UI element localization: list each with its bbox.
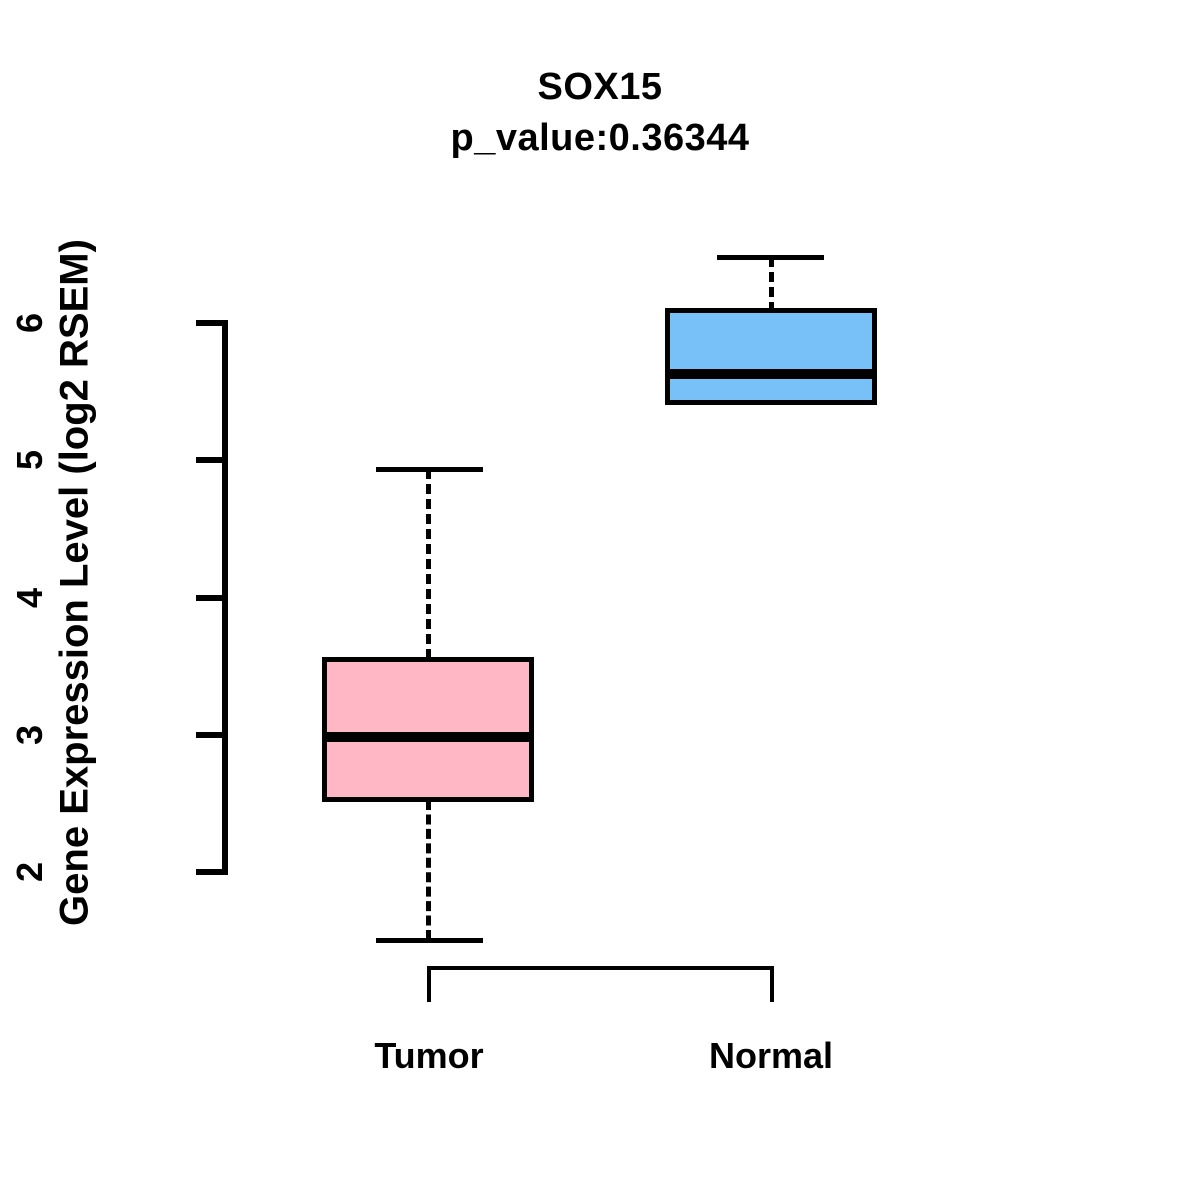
y-axis-tick-5	[196, 457, 228, 463]
y-axis-tick-6	[196, 320, 228, 326]
tumor-median-line	[322, 732, 534, 742]
x-axis-label-tumor: Tumor	[374, 1035, 484, 1076]
y-axis-tick-label-3: 3	[9, 724, 50, 746]
y-axis-label: Gene Expression Level (log2 RSEM)	[52, 239, 97, 926]
tumor-box	[322, 657, 534, 802]
x-axis-bracket-top	[427, 966, 774, 970]
y-axis-tick-label-2: 2	[9, 861, 50, 883]
x-axis-bracket-left-arm	[427, 966, 431, 1002]
x-axis-bracket-right-arm	[770, 966, 774, 1002]
y-axis-tick-label-6: 6	[9, 312, 50, 334]
y-axis-tick-3	[196, 732, 228, 738]
tumor-upper-whisker-stem	[426, 469, 431, 659]
y-axis-tick-label-5: 5	[9, 449, 50, 471]
chart-title-block: SOX15 p_value:0.36344	[0, 62, 1200, 164]
normal-upper-whisker-stem	[769, 257, 774, 312]
normal-median-line	[665, 369, 877, 379]
tumor-lower-whisker-stem	[426, 800, 431, 940]
y-axis-tick-label-4: 4	[9, 587, 50, 609]
page-title: SOX15	[537, 66, 663, 108]
y-axis-tick-2	[196, 869, 228, 875]
pvalue-subtitle: p_value:0.36344	[450, 117, 750, 159]
y-axis-tick-4	[196, 595, 228, 601]
normal-box	[665, 308, 877, 405]
tumor-lower-whisker-cap	[376, 938, 483, 943]
x-axis-label-normal: Normal	[708, 1035, 834, 1076]
